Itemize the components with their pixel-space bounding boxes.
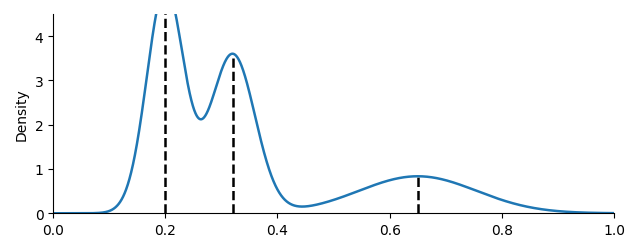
Y-axis label: Density: Density — [15, 88, 29, 140]
